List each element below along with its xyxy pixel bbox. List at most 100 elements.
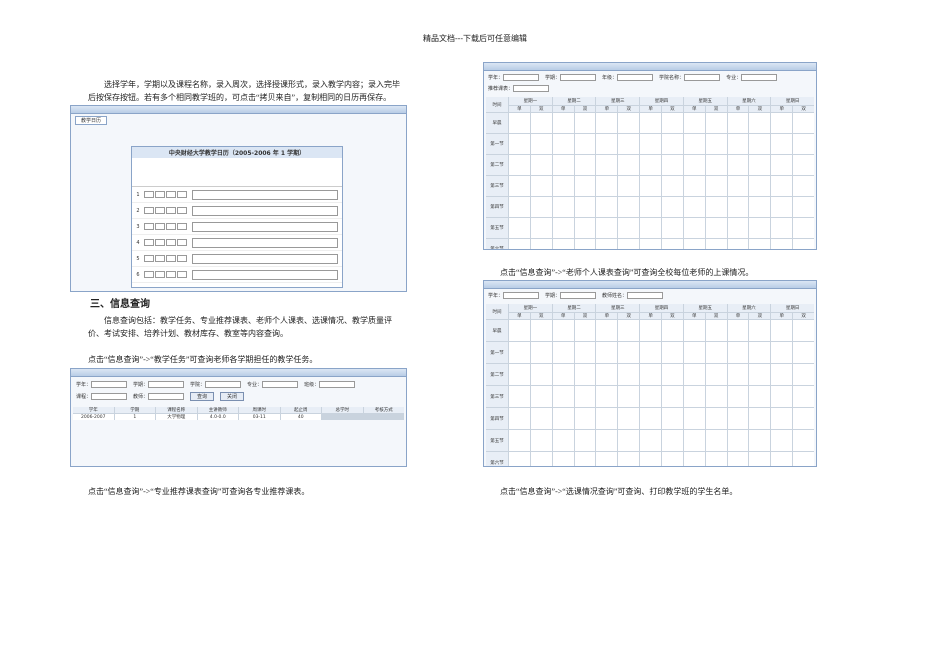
schedule-cell (596, 134, 618, 154)
field: 教师： (133, 393, 185, 400)
schedule-cell (727, 239, 749, 249)
table-header: 学年 (73, 407, 114, 413)
schedule-cell (683, 364, 705, 385)
button[interactable]: 关闭 (220, 392, 245, 401)
field: 学期： (133, 381, 185, 388)
schedule-cell (530, 155, 552, 175)
button[interactable]: 查询 (190, 392, 215, 401)
calendar-row: 4 (132, 235, 342, 251)
schedule-cell (683, 386, 705, 407)
schedule-cell (596, 239, 618, 249)
schedule-cell (596, 364, 618, 385)
schedule-cell (749, 320, 771, 341)
schedule-cell (552, 408, 574, 429)
schedule-cell (552, 239, 574, 249)
schedule-cell (574, 386, 596, 407)
schedule-cell (749, 342, 771, 363)
table-header: 学期 (114, 407, 155, 413)
schedule-cell (793, 342, 814, 363)
schedule-cell (596, 386, 618, 407)
schedule-cell (705, 320, 727, 341)
half-header: 双 (749, 313, 771, 319)
schedule-cell (705, 364, 727, 385)
schedule-cell (574, 430, 596, 451)
schedule-cell (530, 386, 552, 407)
half-header: 双 (530, 106, 552, 112)
schedule-cell (749, 386, 771, 407)
schedule-cell (749, 134, 771, 154)
schedule-cell (683, 134, 705, 154)
field-label: 学期： (545, 293, 561, 299)
schedule-cell (552, 430, 574, 451)
schedule-cell (662, 342, 683, 363)
field-label: 课程： (76, 394, 92, 400)
field: 专业： (726, 74, 778, 81)
table-header: 起止周 (280, 407, 321, 413)
schedule-cell (509, 342, 530, 363)
period-label: 第四节 (486, 408, 508, 429)
day-header: 星期一 (509, 304, 552, 312)
half-header: 单 (771, 106, 793, 112)
schedule-cell (618, 176, 640, 196)
schedule-cell (683, 176, 705, 196)
schedule-cell (793, 430, 814, 451)
schedule-cell (618, 386, 640, 407)
table-cell: 4.0-0.0 (197, 414, 238, 420)
period-label: 第二节 (486, 364, 508, 385)
schedule-cell (727, 408, 749, 429)
field-label: 学期： (133, 382, 149, 388)
schedule-cell (705, 218, 727, 238)
schedule-cell (683, 342, 705, 363)
schedule-cell (793, 452, 814, 466)
calendar-panel: 中央财经大学教学日历（2005-2006 年 1 学期） 1 2 3 4 5 6 (131, 146, 343, 288)
input (148, 381, 185, 388)
schedule-cell (705, 197, 727, 217)
checkbox (177, 223, 187, 230)
checkbox (166, 191, 176, 198)
schedule-cell (509, 364, 530, 385)
table-header: 主讲教师 (197, 407, 238, 413)
schedule-cell (640, 134, 661, 154)
schedule-grid: 时间 星期一 星期二 星期三 星期四 星期五 星期六 星期日单双单双单双单双单双单双单双早晨第… (486, 97, 814, 249)
day-header: 星期二 (552, 304, 596, 312)
schedule-cell (509, 134, 530, 154)
schedule-cell (793, 155, 814, 175)
schedule-cell (793, 320, 814, 341)
schedule-cell (640, 364, 661, 385)
schedule-cell (618, 342, 640, 363)
schedule-cell (771, 134, 793, 154)
schedule-cell (596, 452, 618, 466)
half-header: 单 (596, 313, 618, 319)
schedule-cell (793, 408, 814, 429)
schedule-cell (771, 176, 793, 196)
schedule-cell (552, 218, 574, 238)
schedule-cell (552, 197, 574, 217)
content-box (192, 205, 338, 216)
checkbox (144, 271, 154, 278)
input (627, 292, 664, 299)
schedule-cell (530, 430, 552, 451)
schedule-cell (596, 155, 618, 175)
schedule-cell (552, 134, 574, 154)
schedule-cell (793, 364, 814, 385)
schedule-cell (596, 342, 618, 363)
input (148, 393, 185, 400)
schedule-cell (574, 239, 596, 249)
schedule-cell (662, 452, 683, 466)
checkbox (177, 191, 187, 198)
schedule-cell (727, 134, 749, 154)
schedule-cell (771, 342, 793, 363)
input (503, 74, 540, 81)
schedule-cell (771, 320, 793, 341)
schedule-cell (662, 155, 683, 175)
schedule-cell (596, 176, 618, 196)
input (617, 74, 654, 81)
period-label: 第六节 (486, 452, 508, 466)
period-label: 第三节 (486, 176, 508, 196)
schedule-cell (749, 218, 771, 238)
day-header: 星期五 (683, 97, 727, 105)
schedule-cell (793, 218, 814, 238)
schedule-cell (552, 176, 574, 196)
schedule-cell (727, 176, 749, 196)
half-header: 单 (727, 313, 749, 319)
